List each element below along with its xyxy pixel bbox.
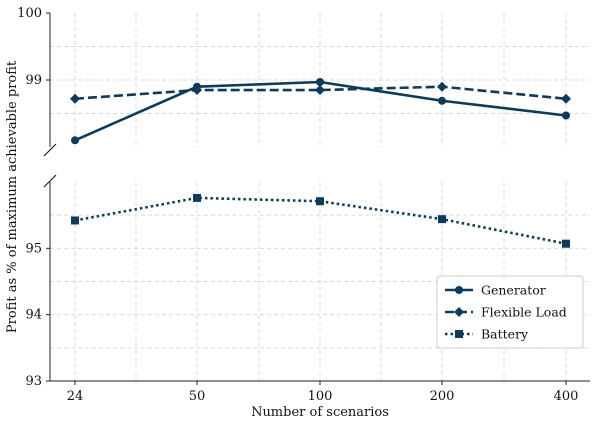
data-point-battery <box>438 215 446 224</box>
x-tick-label: 400 <box>554 389 579 404</box>
data-point-flexible-load <box>561 93 571 104</box>
x-tick-label: 100 <box>308 389 333 404</box>
data-point-flexible-load <box>315 85 325 96</box>
data-point-battery <box>562 239 570 248</box>
data-point-battery <box>316 197 324 206</box>
data-point-generator <box>562 111 570 120</box>
legend-label-flexible-load: Flexible Load <box>481 305 567 320</box>
y-axis-title: Profit as % of maximum achievable profit <box>5 60 20 333</box>
y-tick-label: 100 <box>17 6 42 21</box>
legend-label-battery: Battery <box>481 327 529 342</box>
data-point-flexible-load <box>437 81 447 92</box>
series-line-battery <box>74 196 567 245</box>
legend-marker-generator <box>455 286 463 294</box>
axis-break-mark <box>43 174 57 188</box>
x-axis-title: Number of scenarios <box>251 405 389 420</box>
legend-box <box>436 275 584 349</box>
axis-break-mark <box>43 143 57 157</box>
data-point-battery <box>71 216 79 225</box>
data-point-generator <box>316 78 324 87</box>
data-point-flexible-load <box>70 93 80 104</box>
x-tick-label: 50 <box>189 389 206 404</box>
series-layer <box>70 78 571 248</box>
data-point-battery <box>193 193 201 202</box>
legend-marker-battery <box>455 330 463 338</box>
y-tick-label: 99 <box>25 73 42 88</box>
legend: Generator Flexible Load Battery <box>436 275 584 349</box>
data-point-flexible-load <box>192 85 202 96</box>
x-tick-label: 24 <box>67 389 84 404</box>
legend-label-generator: Generator <box>481 283 546 298</box>
legend-marker-flexible-load <box>454 307 464 317</box>
y-tick-label: 93 <box>25 374 42 389</box>
axes: 99 100 93 94 95 24 50 100 200 400 <box>17 6 590 404</box>
y-tick-label: 94 <box>25 308 42 323</box>
y-tick-label: 95 <box>25 241 42 256</box>
data-point-generator <box>438 96 446 105</box>
series-line-flexible-load <box>74 85 567 101</box>
x-tick-label: 200 <box>430 389 455 404</box>
data-point-generator <box>71 136 79 145</box>
